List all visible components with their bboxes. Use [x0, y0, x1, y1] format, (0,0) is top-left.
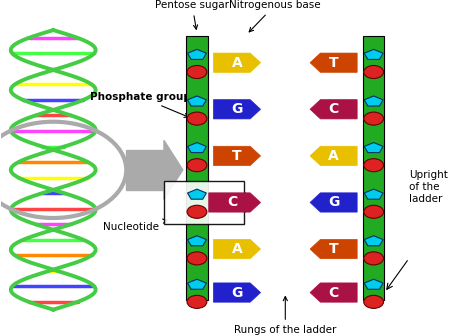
- Circle shape: [187, 159, 207, 172]
- Polygon shape: [310, 240, 357, 259]
- Polygon shape: [164, 140, 183, 199]
- Circle shape: [187, 112, 207, 125]
- Polygon shape: [188, 143, 206, 153]
- Text: C: C: [232, 195, 242, 209]
- Circle shape: [364, 295, 383, 309]
- Polygon shape: [188, 96, 206, 106]
- Text: Pentose sugar: Pentose sugar: [155, 0, 229, 29]
- Circle shape: [364, 205, 383, 218]
- FancyBboxPatch shape: [363, 36, 384, 300]
- Circle shape: [187, 65, 207, 78]
- Circle shape: [187, 205, 207, 218]
- Polygon shape: [213, 146, 261, 165]
- Text: C: C: [227, 195, 237, 209]
- Text: A: A: [232, 56, 242, 70]
- Polygon shape: [364, 236, 383, 246]
- Circle shape: [187, 295, 207, 309]
- Text: G: G: [231, 102, 243, 116]
- Polygon shape: [310, 283, 357, 302]
- Text: C: C: [328, 102, 339, 116]
- Text: G: G: [231, 285, 243, 299]
- Polygon shape: [213, 283, 261, 302]
- Polygon shape: [310, 53, 357, 72]
- Polygon shape: [188, 279, 206, 289]
- Polygon shape: [213, 193, 261, 212]
- Circle shape: [187, 205, 207, 218]
- Text: G: G: [328, 195, 339, 209]
- Polygon shape: [364, 143, 383, 153]
- Polygon shape: [213, 53, 261, 72]
- Circle shape: [364, 65, 383, 78]
- Polygon shape: [188, 236, 206, 246]
- FancyBboxPatch shape: [164, 181, 244, 224]
- Polygon shape: [126, 150, 164, 190]
- Text: Phosphate group: Phosphate group: [90, 92, 191, 117]
- Polygon shape: [364, 279, 383, 289]
- Text: Nitrogenous base: Nitrogenous base: [229, 0, 320, 32]
- Text: A: A: [328, 149, 339, 163]
- Text: C: C: [328, 285, 339, 299]
- Polygon shape: [188, 49, 206, 59]
- Circle shape: [364, 159, 383, 172]
- Polygon shape: [213, 99, 261, 119]
- Polygon shape: [188, 189, 206, 199]
- Polygon shape: [364, 189, 383, 199]
- Text: Upright
of the
ladder: Upright of the ladder: [409, 170, 448, 204]
- Text: T: T: [232, 149, 242, 163]
- Circle shape: [187, 252, 207, 265]
- Polygon shape: [364, 96, 383, 106]
- Polygon shape: [310, 146, 357, 165]
- Polygon shape: [310, 193, 357, 212]
- Text: A: A: [232, 242, 242, 256]
- Polygon shape: [364, 49, 383, 59]
- Circle shape: [364, 252, 383, 265]
- Polygon shape: [213, 240, 261, 259]
- FancyBboxPatch shape: [186, 36, 208, 300]
- Polygon shape: [209, 193, 256, 212]
- Text: Rungs of the ladder: Rungs of the ladder: [234, 296, 337, 335]
- Polygon shape: [188, 189, 206, 199]
- Text: Nucleotide: Nucleotide: [103, 219, 167, 232]
- Circle shape: [364, 112, 383, 125]
- Text: T: T: [329, 56, 338, 70]
- Polygon shape: [310, 99, 357, 119]
- Text: T: T: [329, 242, 338, 256]
